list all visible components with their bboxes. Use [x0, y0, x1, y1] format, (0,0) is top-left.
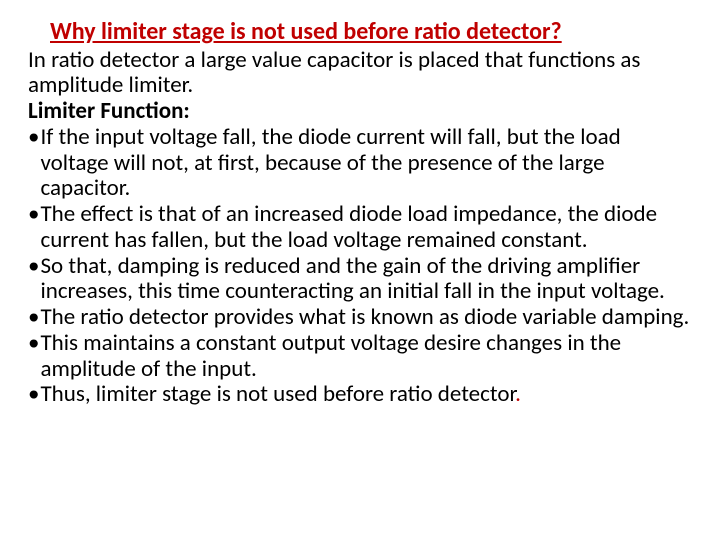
bullet-text: So that, damping is reduced and the gain… — [40, 254, 692, 306]
bullet-text: The ratio detector provides what is know… — [40, 305, 692, 331]
final-period: . — [515, 380, 521, 408]
intro-text: In ratio detector a large value capacito… — [28, 48, 692, 100]
slide-body: In ratio detector a large value capacito… — [28, 48, 692, 409]
bullet-glyph: • — [28, 125, 40, 202]
bullet-text-inner: Thus, limiter stage is not used before r… — [40, 380, 515, 408]
bullet-text: Thus, limiter stage is not used before r… — [40, 382, 692, 408]
bullet-glyph: • — [28, 305, 40, 331]
bullet-text: This maintains a constant output voltage… — [40, 331, 692, 383]
bullet-item: • If the input voltage fall, the diode c… — [28, 125, 692, 202]
bullet-item: • Thus, limiter stage is not used before… — [28, 382, 692, 408]
subheading: Limiter Function: — [28, 99, 692, 125]
slide-title: Why limiter stage is not used before rat… — [28, 18, 692, 46]
bullet-glyph: • — [28, 382, 40, 408]
slide: Why limiter stage is not used before rat… — [0, 0, 720, 540]
bullet-text: The effect is that of an increased diode… — [40, 202, 692, 254]
bullet-glyph: • — [28, 331, 40, 383]
bullet-item: • So that, damping is reduced and the ga… — [28, 254, 692, 306]
bullet-glyph: • — [28, 202, 40, 254]
bullet-item: • The effect is that of an increased dio… — [28, 202, 692, 254]
bullet-item: • This maintains a constant output volta… — [28, 331, 692, 383]
bullet-glyph: • — [28, 254, 40, 306]
bullet-text: If the input voltage fall, the diode cur… — [40, 125, 692, 202]
bullet-item: • The ratio detector provides what is kn… — [28, 305, 692, 331]
